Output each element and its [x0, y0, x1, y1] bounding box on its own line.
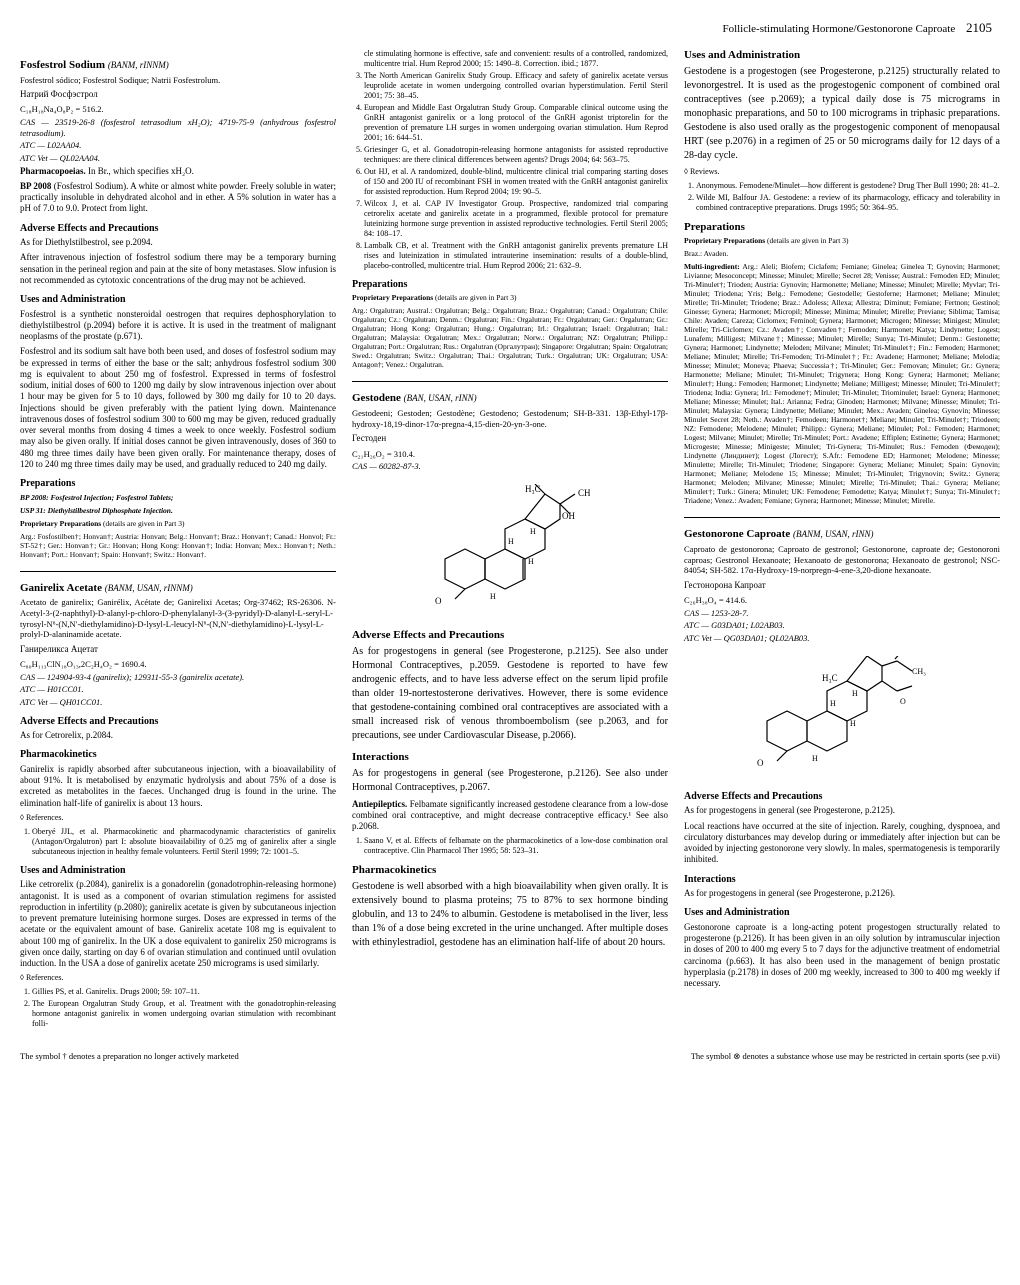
gestodene-structure: O H₃C OH CH H H H H: [352, 484, 668, 617]
footer-right: The symbol ⊗ denotes a substance whose u…: [691, 1051, 1000, 1062]
pharmacopoeias: Pharmacopoeias. In Br., which specifies …: [20, 166, 336, 177]
ganirelix-refs-2: Gillies PS, et al. Ganirelix. Drugs 2000…: [20, 987, 336, 1029]
fosfestrol-ua-head: Uses and Administration: [20, 294, 336, 307]
gestodene-pp-head: Proprietary Preparations (details are gi…: [684, 236, 1000, 245]
gestonorone-formulas: C₂₆H₃₈O₄ = 414.6. CAS — 1253-28-7. ATC —…: [684, 595, 1000, 644]
fosfestrol-synonyms: Fosfestrol sódico; Fosfestrol Sodique; N…: [20, 75, 336, 86]
ganirelix-title: Ganirelix Acetate (BANM, USAN, rINNM): [20, 582, 336, 596]
column-2: cle stimulating hormone is effective, sa…: [352, 49, 668, 1032]
ref-marker-2: ◊ References.: [20, 973, 336, 983]
gestodene-pk-head: Pharmacokinetics: [352, 864, 668, 878]
gestonorone-ae-head: Adverse Effects and Precautions: [684, 791, 1000, 804]
ganirelix-refs-3to8: The North American Ganirelix Study Group…: [352, 71, 668, 271]
header-title: Follicle-stimulating Hormone/Gestonorone…: [722, 23, 955, 35]
ganirelix-refs-1: Oberyé JJL, et al. Pharmacokinetic and p…: [20, 827, 336, 857]
ganirelix-russian: Ганиреликса Ацетат: [20, 644, 336, 655]
column-1: Fosfestrol Sodium (BANM, rINNM) Fosfestr…: [20, 49, 336, 1032]
svg-text:H₃C: H₃C: [525, 484, 541, 494]
footer-left: The symbol † denotes a preparation no lo…: [20, 1051, 239, 1062]
ganirelix-ae-head: Adverse Effects and Precautions: [20, 716, 336, 729]
fosfestrol-title: Fosfestrol Sodium (BANM, rINNM): [20, 59, 336, 73]
divider-2: [352, 381, 668, 382]
gestodene-title: Gestodene (BAN, USAN, rINN): [352, 392, 668, 406]
ref-marker: ◊ References.: [20, 813, 336, 823]
svg-text:H: H: [812, 754, 818, 763]
reviews-marker: ◊ Reviews.: [684, 167, 1000, 177]
page-footer: The symbol † denotes a preparation no lo…: [20, 1051, 1000, 1062]
gestodene-russian: Гестоден: [352, 433, 668, 444]
svg-text:H: H: [528, 557, 534, 566]
gestodene-synonyms: Gestodeeni; Gestoden; Gestodène; Gestode…: [352, 408, 668, 429]
svg-text:CH: CH: [578, 488, 590, 498]
svg-text:CH₃: CH₃: [912, 667, 926, 676]
svg-text:O: O: [757, 758, 764, 768]
ganirelix-synonyms: Acetato de ganirelix; Ganirélix, Acétate…: [20, 597, 336, 640]
ganirelix-ua-head: Uses and Administration: [20, 865, 336, 878]
gestodene-reviews: Anonymous. Femodene/Minulet—how differen…: [684, 181, 1000, 213]
gestodene-multi: Multi-ingredient: Arg.: Aleli; Biofem; C…: [684, 262, 1000, 505]
svg-text:H: H: [852, 689, 858, 698]
column-3: Uses and Administration Gestodene is a p…: [684, 49, 1000, 1032]
ganirelix-refs-cont: cle stimulating hormone is effective, sa…: [352, 49, 668, 69]
gestonorone-russian: Гестонорона Капроат: [684, 580, 1000, 591]
divider: [20, 571, 336, 572]
ganirelix-pk-head: Pharmacokinetics: [20, 749, 336, 762]
svg-text:OH: OH: [562, 511, 575, 521]
fosfestrol-formulas: C₁₈H₁₈Na₄O₈P₂ = 516.2. CAS — 23519-26-8 …: [20, 104, 336, 163]
svg-text:H₃C: H₃C: [822, 673, 838, 683]
gestonorone-synonyms: Caproato de gestonorona; Caproato de ges…: [684, 544, 1000, 576]
gestonorone-title: Gestonorone Caproate (BANM, USAN, rINN): [684, 528, 1000, 542]
gestonorone-int-head: Interactions: [684, 874, 1000, 887]
svg-text:O: O: [900, 697, 906, 706]
svg-text:H: H: [508, 537, 514, 546]
gestodene-prep-head: Preparations: [684, 221, 1000, 235]
page-number: 2105: [966, 20, 992, 35]
svg-text:O: O: [435, 596, 442, 606]
gestodene-ae-head: Adverse Effects and Precautions: [352, 629, 668, 643]
svg-text:H: H: [850, 719, 856, 728]
gestodene-formulas: C₂₁H₂₆O₂ = 310.4. CAS — 60282-87-3.: [352, 449, 668, 472]
divider-3: [684, 517, 1000, 518]
antiepileptic-ref: Saano V, et al. Effects of felbamate on …: [352, 836, 668, 856]
ganirelix-formulas: C₈₀H₁₁₃ClN₁₈O₁₃,2C₂H₄O₂ = 1690.4. CAS — …: [20, 659, 336, 708]
gestonorone-structure: O H₃C O CH₃ O H H H H: [684, 656, 1000, 779]
gestodene-ua-head: Uses and Administration: [684, 49, 1000, 63]
svg-text:H: H: [530, 527, 536, 536]
bp2008: BP 2008 (Fosfestrol Sodium). A white or …: [20, 181, 336, 215]
svg-text:H: H: [830, 699, 836, 708]
page-header: Follicle-stimulating Hormone/Gestonorone…: [20, 20, 1000, 37]
fosfestrol-ae-head: Adverse Effects and Precautions: [20, 223, 336, 236]
antiepileptics: Antiepileptics. Felbamate significantly …: [352, 799, 668, 833]
fosfestrol-prep-head: Preparations: [20, 478, 336, 491]
main-columns: Fosfestrol Sodium (BANM, rINNM) Fosfestr…: [20, 49, 1000, 1032]
steroid-structure-icon: O H₃C OH CH H H H H: [430, 484, 590, 614]
svg-text:H: H: [490, 592, 496, 601]
gestodene-int-head: Interactions: [352, 751, 668, 765]
gestonorone-ua-head: Uses and Administration: [684, 907, 1000, 920]
fosfestrol-russian: Натрий Фосфэстрол: [20, 89, 336, 100]
fosfestrol-pp: Proprietary Preparations (details are gi…: [20, 519, 336, 528]
ganirelix-pp-head: Proprietary Preparations (details are gi…: [352, 293, 668, 302]
ganirelix-prep-head: Preparations: [352, 279, 668, 292]
steroid-structure-icon-2: O H₃C O CH₃ O H H H H: [752, 656, 932, 776]
